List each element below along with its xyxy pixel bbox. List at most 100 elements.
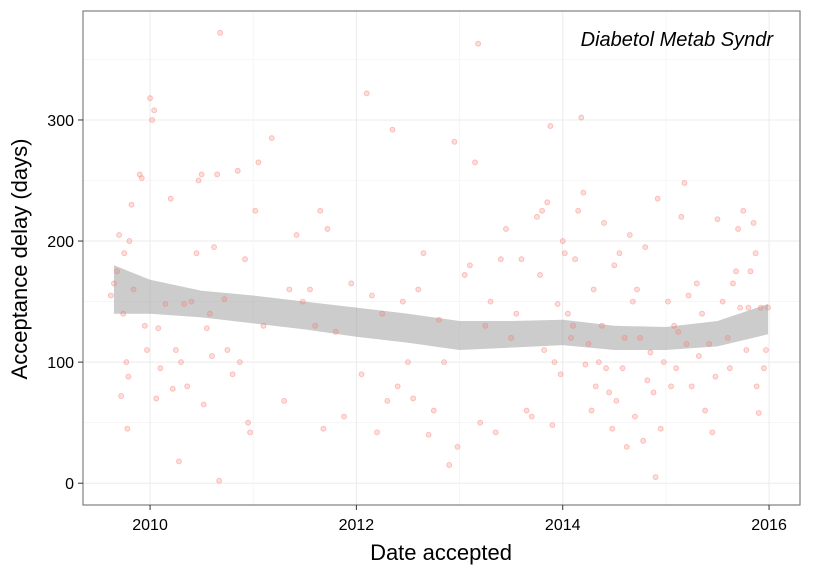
annotation-label: Diabetol Metab Syndr (581, 29, 775, 51)
data-point (482, 322, 489, 329)
data-point (675, 328, 682, 335)
confidence-band (113, 265, 769, 351)
data-point (580, 189, 587, 196)
data-point (430, 407, 437, 414)
data-point (753, 383, 760, 390)
x-axis-title: Date accepted (370, 540, 512, 565)
data-point (118, 393, 125, 399)
data-point (578, 114, 585, 121)
data-point (714, 216, 721, 223)
data-point (454, 443, 461, 450)
data-point (379, 310, 386, 317)
data-point (209, 353, 215, 359)
data-point (551, 359, 558, 366)
data-point (695, 353, 702, 359)
data-point (107, 292, 114, 299)
data-point (299, 298, 306, 305)
data-point (619, 365, 626, 372)
data-point (719, 298, 726, 305)
data-point (534, 213, 540, 220)
data-point (394, 383, 401, 390)
data-point (405, 359, 411, 366)
data-point (348, 280, 355, 287)
data-point (200, 401, 207, 408)
data-point (554, 301, 561, 307)
data-point (229, 371, 236, 378)
data-point (763, 347, 769, 353)
data-point (162, 301, 169, 307)
x-tick-label: 2010 (132, 517, 168, 534)
data-point (399, 298, 406, 305)
data-point (528, 413, 535, 420)
grid (83, 11, 800, 505)
data-point (211, 244, 217, 251)
data-point (293, 232, 300, 238)
data-point (234, 167, 241, 174)
data-point (451, 138, 458, 145)
data-point (446, 462, 453, 468)
data-point (599, 322, 605, 329)
data-point (654, 195, 661, 202)
data-point (561, 250, 568, 257)
axis-ticks: 0 100 200 300 2010 2012 2014 2016 (47, 113, 787, 534)
data-point (410, 395, 417, 402)
data-point (358, 371, 365, 378)
data-point (537, 272, 543, 278)
data-point (595, 359, 602, 366)
data-point (141, 322, 148, 329)
data-point (609, 425, 616, 432)
data-point (425, 431, 432, 438)
data-point (568, 335, 574, 341)
data-point (634, 286, 640, 293)
data-point (374, 429, 380, 436)
data-point (626, 232, 633, 238)
data-point (650, 389, 657, 396)
data-point (217, 29, 224, 36)
data-point (660, 359, 667, 366)
data-point (176, 458, 182, 465)
data-point (539, 207, 545, 214)
data-point (699, 310, 705, 317)
data-point (760, 365, 767, 372)
data-point (247, 429, 254, 436)
panel-border (82, 10, 801, 506)
data-point (116, 232, 123, 238)
data-point (740, 207, 747, 214)
data-point (368, 292, 375, 299)
data-point (195, 177, 202, 184)
data-point (570, 322, 576, 329)
data-point (557, 371, 564, 378)
data-point (733, 268, 739, 275)
data-point (242, 256, 248, 263)
x-tick-label: 2014 (545, 517, 581, 534)
data-point (332, 328, 339, 335)
data-point (420, 250, 427, 257)
data-point (341, 413, 347, 420)
data-point (752, 250, 759, 257)
data-point (588, 407, 595, 414)
data-point (260, 322, 267, 329)
data-point (255, 159, 262, 166)
data-point (541, 347, 548, 353)
data-point (503, 226, 509, 232)
data-point (706, 341, 713, 347)
data-point (236, 359, 243, 366)
data-point (549, 422, 556, 428)
data-point (184, 383, 191, 390)
data-point (582, 361, 589, 368)
data-point (128, 201, 135, 208)
data-point (268, 135, 275, 142)
data-point (181, 301, 188, 307)
data-point (621, 335, 628, 341)
data-point (136, 171, 143, 178)
data-point (214, 171, 221, 178)
data-point (642, 244, 649, 251)
data-point (678, 213, 685, 220)
data-point (513, 310, 520, 317)
data-point (111, 280, 117, 287)
data-point (151, 107, 158, 114)
data-point (312, 322, 319, 329)
data-point (193, 250, 200, 257)
smooth-band (113, 265, 769, 351)
